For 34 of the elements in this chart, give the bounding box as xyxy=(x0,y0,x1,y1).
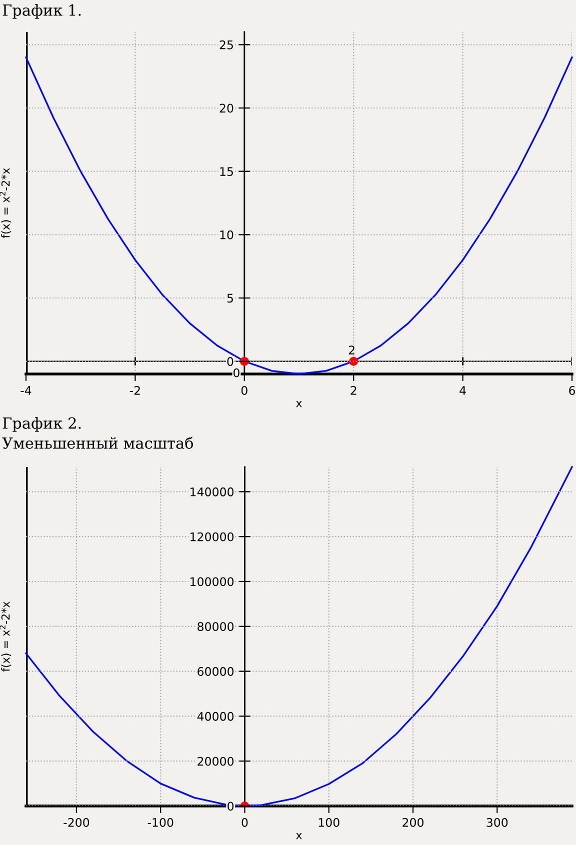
x-tick-label: 100 xyxy=(318,818,340,827)
y-tick-label: 60000 xyxy=(198,667,234,676)
x-tick-label: -2 xyxy=(130,386,140,395)
y-tick-label: 5 xyxy=(227,294,233,303)
y-tick-label: 10 xyxy=(220,230,234,240)
y-axis-title: f(x) = x$^{2}$-2*x xyxy=(0,602,12,672)
chart-subtitle: Уменьшенный масштаб xyxy=(2,436,194,449)
y-tick-label: 0 xyxy=(228,802,234,811)
x-axis-title: x xyxy=(296,400,302,408)
chart-title: График 1. xyxy=(2,4,81,19)
x-tick-label: 4 xyxy=(460,386,466,395)
y-tick-label: 0 xyxy=(227,357,234,366)
y-tick-label: 140000 xyxy=(190,487,234,496)
y-tick-label: 15 xyxy=(220,167,233,176)
annotation: 2 xyxy=(348,346,354,354)
y-tick-label: 120000 xyxy=(190,532,234,542)
chart-title: График 2. xyxy=(2,417,81,432)
x-tick-label: -200 xyxy=(64,818,90,827)
y-tick-label: 25 xyxy=(220,40,233,50)
x-tick-label: -100 xyxy=(148,818,174,827)
y-tick-label: 100000 xyxy=(190,577,234,586)
y-axis-title: f(x) = x$^{2}$-2*x xyxy=(0,168,12,238)
x-axis-title: x xyxy=(296,832,302,840)
y-tick-label: 40000 xyxy=(197,712,234,721)
x-tick-label: 300 xyxy=(486,818,508,827)
x-tick-label: 6 xyxy=(569,386,576,395)
y-tick-label: 80000 xyxy=(198,622,234,632)
x-tick-label: 0 xyxy=(241,386,248,395)
y-tick-label: 20 xyxy=(220,104,234,113)
y-tick-label: 20000 xyxy=(198,756,234,766)
x-tick-label: 0 xyxy=(242,818,248,827)
x-tick-label: -4 xyxy=(20,386,32,395)
x-tick-label: 2 xyxy=(350,386,356,395)
x-tick-label: 200 xyxy=(402,818,424,827)
